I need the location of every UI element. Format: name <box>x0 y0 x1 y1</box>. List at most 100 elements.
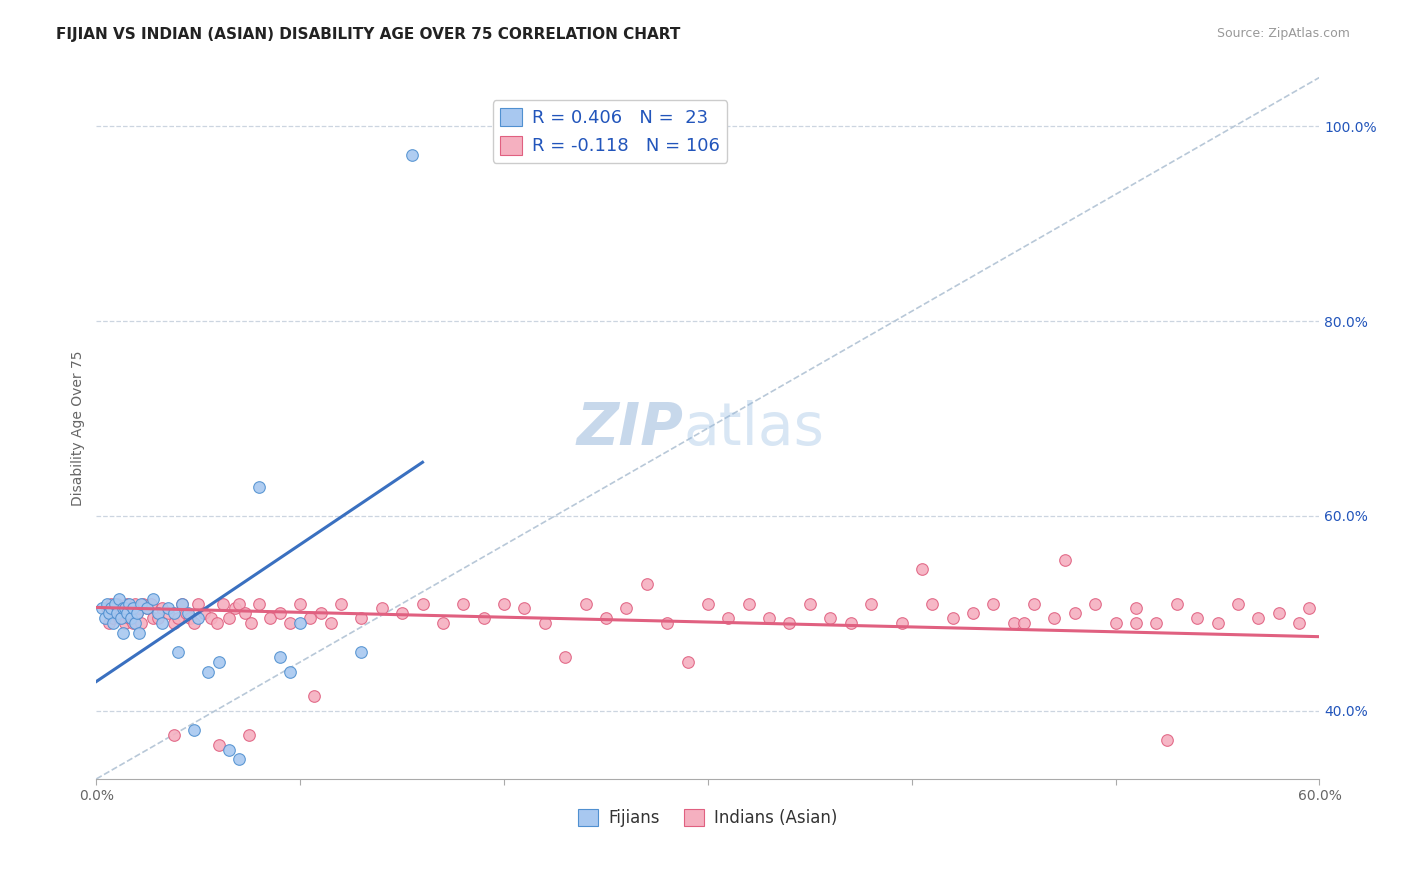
Point <box>183 615 205 630</box>
Point <box>859 597 882 611</box>
Point <box>146 607 169 621</box>
Point <box>1053 552 1076 566</box>
Point <box>97 607 120 621</box>
Point <box>128 601 150 615</box>
Point <box>290 597 312 611</box>
Point <box>179 611 201 625</box>
Point <box>111 601 134 615</box>
Point <box>494 597 516 611</box>
Point <box>105 607 128 621</box>
Point <box>107 591 129 606</box>
Point <box>799 597 821 611</box>
Text: Source: ZipAtlas.com: Source: ZipAtlas.com <box>1216 27 1350 40</box>
Point <box>1166 597 1188 611</box>
Point <box>1185 611 1208 625</box>
Point <box>163 728 186 742</box>
Point <box>472 611 495 625</box>
Point <box>249 480 271 494</box>
Point <box>412 597 434 611</box>
Point <box>309 787 332 801</box>
Point <box>208 738 231 752</box>
Point <box>183 723 205 738</box>
Point <box>818 611 841 625</box>
Point <box>115 597 138 611</box>
Point <box>1063 607 1085 621</box>
Point <box>224 601 246 615</box>
Point <box>1267 607 1289 621</box>
Point <box>97 615 120 630</box>
Point <box>105 597 128 611</box>
Point <box>167 645 190 659</box>
Point <box>240 615 263 630</box>
Point <box>371 601 394 615</box>
Point <box>128 625 150 640</box>
Point <box>114 601 136 615</box>
Point <box>120 611 142 625</box>
Point <box>110 611 132 625</box>
Point <box>122 615 145 630</box>
Point <box>911 562 934 576</box>
Point <box>156 607 179 621</box>
Point <box>118 611 141 625</box>
Point <box>142 591 165 606</box>
Point <box>129 597 152 611</box>
Point <box>655 615 678 630</box>
Point <box>218 611 240 625</box>
Point <box>146 611 169 625</box>
Point <box>269 650 291 665</box>
Point <box>211 597 233 611</box>
Point <box>350 645 373 659</box>
Point <box>228 752 250 766</box>
Point <box>100 597 122 611</box>
Point <box>228 597 250 611</box>
Point <box>118 597 141 611</box>
Point <box>533 615 555 630</box>
Point <box>249 597 271 611</box>
Point <box>136 601 159 615</box>
Point <box>101 611 124 625</box>
Point <box>574 597 596 611</box>
Point <box>104 607 127 621</box>
Point <box>156 601 179 615</box>
Point <box>115 607 138 621</box>
Point <box>187 597 209 611</box>
Point <box>233 607 256 621</box>
Point <box>1022 597 1045 611</box>
Text: ZIP: ZIP <box>576 400 683 457</box>
Point <box>981 597 1004 611</box>
Point <box>91 601 114 615</box>
Point <box>432 615 454 630</box>
Point <box>1012 615 1035 630</box>
Point <box>391 607 413 621</box>
Point <box>758 611 780 625</box>
Point <box>208 655 231 669</box>
Point <box>330 597 353 611</box>
Point <box>350 611 373 625</box>
Point <box>129 615 152 630</box>
Point <box>1125 601 1147 615</box>
Point <box>96 597 118 611</box>
Point <box>93 611 115 625</box>
Point <box>696 597 718 611</box>
Point <box>513 601 536 615</box>
Point <box>111 601 134 615</box>
Point <box>218 742 240 756</box>
Point <box>127 607 149 621</box>
Point <box>120 601 142 615</box>
Point <box>124 597 146 611</box>
Point <box>304 689 326 703</box>
Point <box>1226 597 1249 611</box>
Point <box>136 601 159 615</box>
Point <box>319 615 342 630</box>
Point <box>96 601 118 615</box>
Point <box>174 607 197 621</box>
Point <box>1084 597 1107 611</box>
Point <box>839 615 862 630</box>
Point <box>676 655 699 669</box>
Point <box>127 607 149 621</box>
Point <box>453 597 475 611</box>
Text: FIJIAN VS INDIAN (ASIAN) DISABILITY AGE OVER 75 CORRELATION CHART: FIJIAN VS INDIAN (ASIAN) DISABILITY AGE … <box>56 27 681 42</box>
Point <box>122 601 145 615</box>
Point <box>197 665 219 679</box>
Point <box>1288 615 1310 630</box>
